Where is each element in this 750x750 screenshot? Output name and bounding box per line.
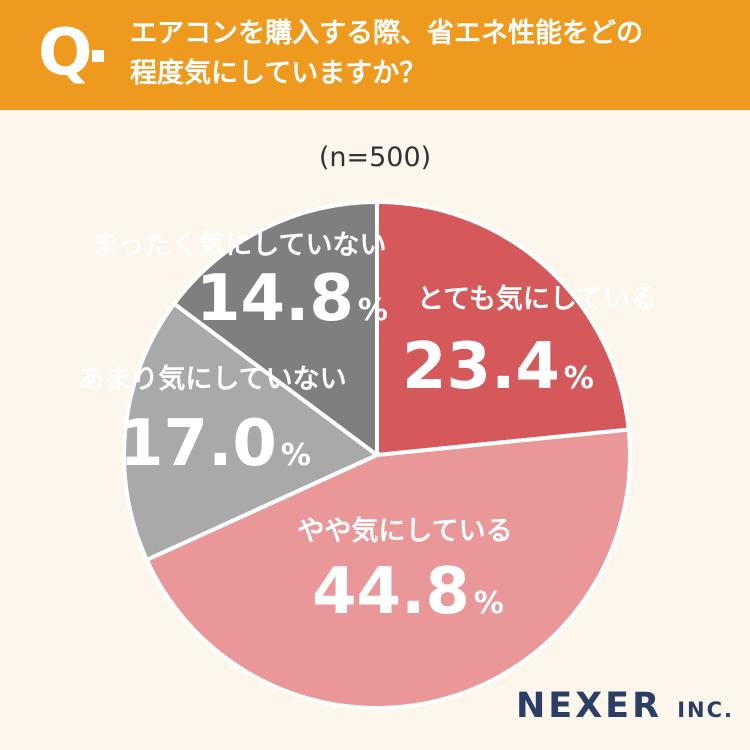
q-dot xyxy=(92,50,104,62)
q-mark: Q xyxy=(38,16,93,90)
sample-size: (n=500) xyxy=(318,142,432,173)
company-logo: NEXER INC. xyxy=(516,686,734,726)
slice-value-4: 14.8% xyxy=(196,262,388,336)
slice-label-2: やや気にしている xyxy=(297,515,512,547)
slice-value-1: 23.4% xyxy=(402,330,594,404)
question-line-1: エアコンを購入する際、省エネ性能をどの xyxy=(130,18,643,49)
slice-label-3: あまり気にしていない xyxy=(77,363,346,395)
slice-label-1: とても気にしている xyxy=(417,283,657,315)
slice-label-4: まったく気にしていない xyxy=(91,229,386,261)
pie-slice-4 xyxy=(172,200,379,457)
slice-value-3: 17.0% xyxy=(119,407,311,481)
slice-value-2: 44.8% xyxy=(312,555,504,629)
logo-sub: INC. xyxy=(677,698,735,722)
pie-slice-2 xyxy=(144,427,632,710)
question-text: エアコンを購入する際、省エネ性能をどの 程度気にしていますか？ xyxy=(130,14,730,94)
pie-slice-3 xyxy=(122,301,379,562)
logo-main: NEXER xyxy=(516,686,663,726)
question-line-2: 程度気にしていますか？ xyxy=(130,58,427,89)
question-header: Q エアコンを購入する際、省エネ性能をどの 程度気にしていますか？ xyxy=(0,0,750,110)
pie-slice-1 xyxy=(375,200,631,457)
